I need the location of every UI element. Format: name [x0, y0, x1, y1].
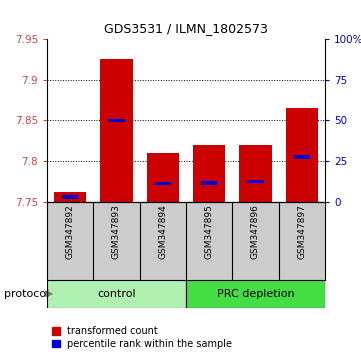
Bar: [186, 280, 325, 308]
Text: GSM347892: GSM347892: [66, 204, 75, 259]
Bar: [147, 153, 179, 202]
Bar: [239, 145, 271, 202]
Bar: [247, 180, 264, 183]
Text: control: control: [97, 289, 136, 299]
Bar: [193, 145, 225, 202]
Bar: [62, 195, 78, 199]
Title: GDS3531 / ILMN_1802573: GDS3531 / ILMN_1802573: [104, 22, 268, 35]
Legend: transformed count, percentile rank within the sample: transformed count, percentile rank withi…: [52, 326, 232, 349]
Text: GSM347893: GSM347893: [112, 204, 121, 259]
Text: GSM347894: GSM347894: [158, 204, 167, 259]
Bar: [286, 108, 318, 202]
Text: GSM347895: GSM347895: [205, 204, 214, 259]
Bar: [47, 280, 186, 308]
Text: PRC depletion: PRC depletion: [217, 289, 294, 299]
Text: GSM347897: GSM347897: [297, 204, 306, 259]
Bar: [293, 155, 310, 159]
Bar: [201, 181, 217, 185]
Bar: [54, 192, 86, 202]
Bar: [100, 59, 132, 202]
Bar: [108, 119, 125, 122]
Text: protocol: protocol: [4, 289, 49, 299]
Text: GSM347896: GSM347896: [251, 204, 260, 259]
Bar: [155, 182, 171, 185]
